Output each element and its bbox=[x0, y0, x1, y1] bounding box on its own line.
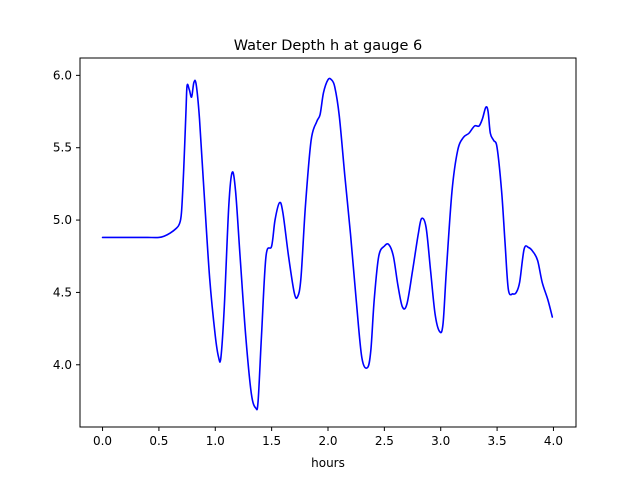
x-tick-label: 3.5 bbox=[488, 434, 507, 448]
x-tick-label: 2.5 bbox=[375, 434, 394, 448]
x-tick-label: 0.0 bbox=[93, 434, 112, 448]
x-tick-label: 1.5 bbox=[262, 434, 281, 448]
y-tick-label: 6.0 bbox=[53, 68, 72, 82]
x-tick-label: 2.0 bbox=[318, 434, 337, 448]
x-tick-label: 3.0 bbox=[431, 434, 450, 448]
x-tick-label: 0.5 bbox=[149, 434, 168, 448]
plot-frame bbox=[79, 57, 577, 428]
y-tick-label: 4.5 bbox=[53, 285, 72, 299]
y-tick-label: 5.0 bbox=[53, 213, 72, 227]
x-tick-label: 4.0 bbox=[544, 434, 563, 448]
x-tick-label: 1.0 bbox=[206, 434, 225, 448]
y-tick-label: 5.5 bbox=[53, 141, 72, 155]
x-axis: 0.0 0.5 1.0 1.5 2.0 2.5 3.0 3.5 4.0 bbox=[93, 427, 563, 448]
chart-title: Water Depth h at gauge 6 bbox=[234, 38, 422, 54]
y-axis: 4.0 4.5 5.0 5.5 6.0 bbox=[53, 68, 80, 372]
series-line-0 bbox=[101, 77, 554, 411]
x-axis-label: hours bbox=[311, 456, 345, 470]
plot-area bbox=[101, 77, 554, 411]
y-tick-label: 4.0 bbox=[53, 358, 72, 372]
